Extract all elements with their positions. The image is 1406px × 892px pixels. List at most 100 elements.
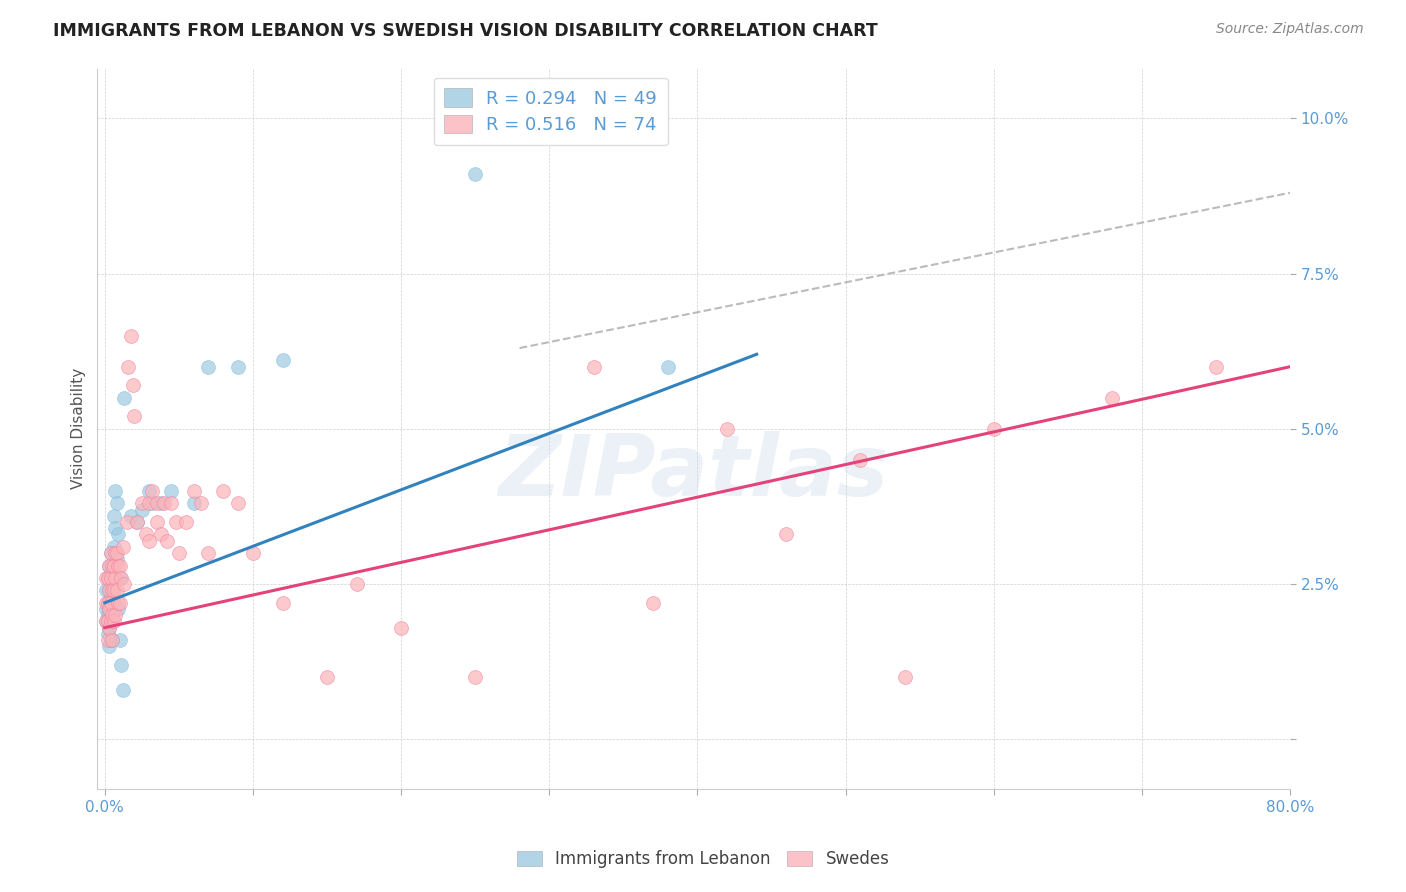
- Point: [98, 583, 121, 598]
- Point: [100, 596, 122, 610]
- Point: [657, 359, 679, 374]
- Point: [197, 359, 219, 374]
- Point: [96, 602, 118, 616]
- Point: [98, 621, 121, 635]
- Point: [98, 558, 121, 573]
- Point: [138, 496, 160, 510]
- Point: [101, 633, 124, 648]
- Point: [131, 502, 153, 516]
- Point: [96, 583, 118, 598]
- Point: [582, 359, 605, 374]
- Point: [104, 546, 127, 560]
- Point: [101, 608, 124, 623]
- Point: [100, 608, 122, 623]
- Point: [100, 615, 122, 629]
- Point: [98, 602, 121, 616]
- Point: [226, 496, 249, 510]
- Point: [138, 483, 160, 498]
- Point: [104, 608, 127, 623]
- Point: [212, 483, 235, 498]
- Point: [389, 621, 412, 635]
- Point: [97, 608, 120, 623]
- Point: [150, 527, 173, 541]
- Point: [105, 496, 128, 510]
- Point: [145, 515, 167, 529]
- Point: [124, 409, 146, 424]
- Point: [894, 670, 917, 684]
- Point: [141, 496, 163, 510]
- Text: IMMIGRANTS FROM LEBANON VS SWEDISH VISION DISABILITY CORRELATION CHART: IMMIGRANTS FROM LEBANON VS SWEDISH VISIO…: [53, 22, 879, 40]
- Point: [97, 633, 120, 648]
- Point: [190, 496, 212, 510]
- Point: [183, 496, 205, 510]
- Point: [97, 627, 120, 641]
- Legend: Immigrants from Lebanon, Swedes: Immigrants from Lebanon, Swedes: [510, 844, 896, 875]
- Point: [100, 546, 122, 560]
- Point: [775, 527, 797, 541]
- Point: [983, 422, 1005, 436]
- Point: [112, 391, 135, 405]
- Point: [100, 590, 122, 604]
- Point: [96, 615, 118, 629]
- Point: [112, 577, 135, 591]
- Legend: R = 0.294   N = 49, R = 0.516   N = 74: R = 0.294 N = 49, R = 0.516 N = 74: [433, 78, 668, 145]
- Point: [111, 540, 134, 554]
- Point: [135, 527, 157, 541]
- Point: [226, 359, 249, 374]
- Point: [120, 328, 142, 343]
- Point: [464, 167, 486, 181]
- Y-axis label: Vision Disability: Vision Disability: [72, 368, 86, 490]
- Point: [103, 596, 125, 610]
- Point: [108, 571, 131, 585]
- Text: Source: ZipAtlas.com: Source: ZipAtlas.com: [1216, 22, 1364, 37]
- Point: [107, 558, 129, 573]
- Point: [103, 540, 125, 554]
- Point: [97, 571, 120, 585]
- Point: [107, 527, 129, 541]
- Point: [103, 583, 125, 598]
- Point: [138, 533, 160, 548]
- Point: [167, 546, 190, 560]
- Point: [101, 565, 124, 579]
- Point: [464, 670, 486, 684]
- Point: [141, 483, 163, 498]
- Point: [97, 615, 120, 629]
- Point: [100, 633, 122, 648]
- Point: [107, 596, 129, 610]
- Point: [174, 515, 197, 529]
- Point: [103, 565, 125, 579]
- Point: [641, 596, 664, 610]
- Point: [122, 378, 145, 392]
- Point: [97, 596, 120, 610]
- Point: [127, 515, 149, 529]
- Point: [115, 515, 138, 529]
- Point: [104, 521, 127, 535]
- Point: [160, 496, 183, 510]
- Point: [101, 558, 124, 573]
- Point: [156, 533, 179, 548]
- Point: [103, 558, 125, 573]
- Point: [105, 546, 128, 560]
- Text: ZIPatlas: ZIPatlas: [499, 431, 889, 514]
- Point: [1101, 391, 1123, 405]
- Point: [98, 640, 121, 654]
- Point: [98, 602, 121, 616]
- Point: [104, 483, 127, 498]
- Point: [271, 353, 294, 368]
- Point: [98, 558, 121, 573]
- Point: [105, 552, 128, 566]
- Point: [104, 571, 127, 585]
- Point: [849, 453, 872, 467]
- Point: [145, 496, 167, 510]
- Point: [98, 621, 121, 635]
- Point: [101, 608, 124, 623]
- Point: [101, 583, 124, 598]
- Point: [197, 546, 219, 560]
- Point: [97, 596, 120, 610]
- Point: [271, 596, 294, 610]
- Point: [101, 633, 124, 648]
- Point: [316, 670, 339, 684]
- Point: [160, 483, 183, 498]
- Point: [716, 422, 738, 436]
- Point: [183, 483, 205, 498]
